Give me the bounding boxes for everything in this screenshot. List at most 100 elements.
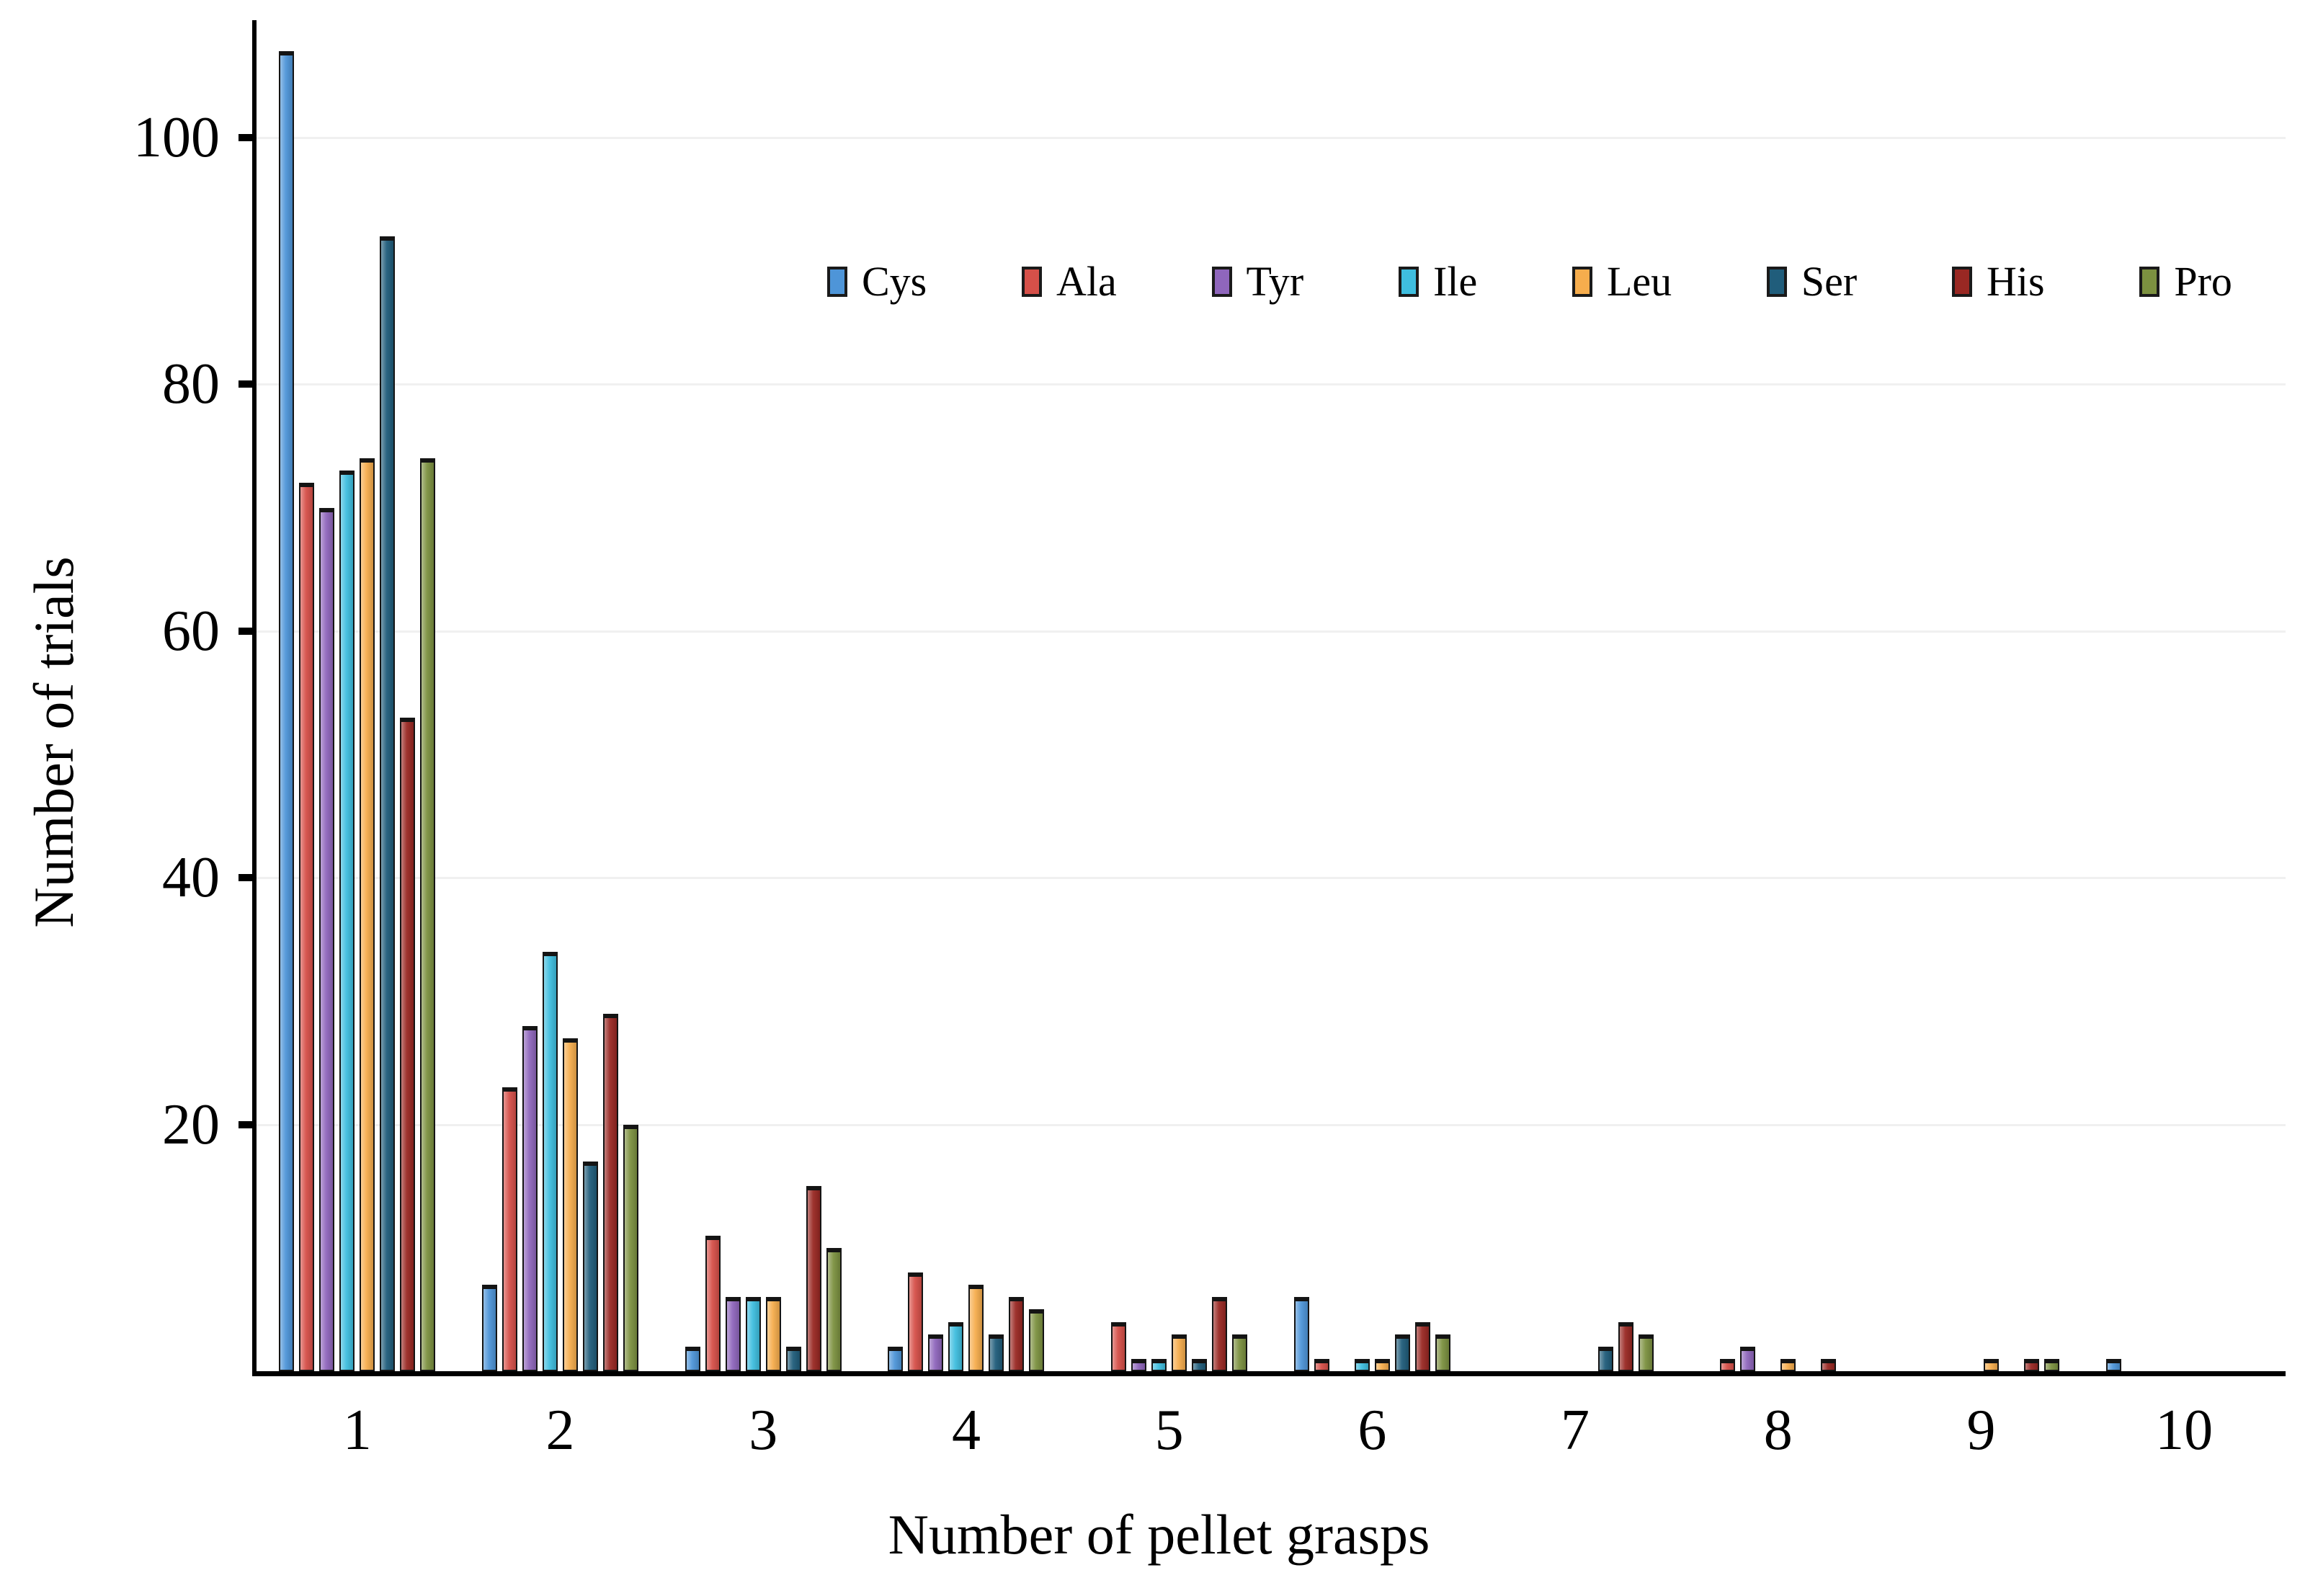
bar-pro-9 (2043, 1358, 2059, 1371)
bar-pro-6 (1435, 1334, 1450, 1371)
bar-ala-5 (1111, 1321, 1127, 1371)
x-tick-label-7: 7 (1561, 1399, 1590, 1462)
y-tick-label-40: 40 (162, 846, 220, 910)
bar-ser-1 (380, 236, 396, 1371)
legend-label: Ser (1801, 258, 1858, 305)
legend-item-ser: Ser (1766, 258, 1858, 305)
gridline-20 (256, 1123, 2286, 1126)
legend: Cys Ala Tyr Ile Leu Ser His Pro (827, 261, 2232, 303)
x-tick-label-9: 9 (1966, 1399, 1996, 1462)
y-axis-tick-60 (239, 627, 254, 635)
legend-swatch-icon (1572, 267, 1592, 297)
bar-ala-6 (1314, 1358, 1329, 1371)
x-axis-line (252, 1371, 2286, 1376)
bar-leu-4 (968, 1285, 984, 1371)
legend-item-his: His (1951, 261, 2045, 303)
bar-ser-5 (1192, 1358, 1208, 1371)
x-tick-label-1: 1 (342, 1399, 372, 1462)
bar-leu-6 (1374, 1358, 1390, 1371)
y-tick-label-60: 60 (162, 599, 220, 663)
x-tick-label-3: 3 (749, 1399, 778, 1462)
bar-his-6 (1414, 1321, 1430, 1371)
bar-his-1 (400, 717, 416, 1371)
bar-tyr-1 (319, 507, 335, 1371)
bar-pro-7 (1638, 1334, 1654, 1371)
bar-his-4 (1009, 1297, 1025, 1371)
bar-ile-4 (948, 1321, 964, 1371)
bar-pro-2 (623, 1124, 639, 1371)
legend-item-cys: Cys (827, 261, 927, 303)
legend-label: Ala (1056, 258, 1117, 305)
x-tick-label-8: 8 (1763, 1399, 1793, 1462)
bar-ser-2 (583, 1161, 599, 1371)
bar-pro-5 (1232, 1334, 1248, 1371)
legend-swatch-icon (1022, 267, 1043, 297)
bar-ala-8 (1720, 1358, 1736, 1371)
bar-ala-4 (908, 1272, 924, 1371)
bar-tyr-8 (1740, 1346, 1756, 1371)
bar-cys-4 (888, 1346, 904, 1371)
x-tick-label-10: 10 (2155, 1399, 2214, 1462)
legend-label: Cys (862, 258, 927, 305)
legend-item-pro: Pro (2139, 261, 2232, 303)
bar-his-5 (1212, 1297, 1228, 1371)
legend-label: Leu (1606, 258, 1672, 305)
bar-leu-3 (765, 1297, 781, 1371)
legend-swatch-icon (1399, 267, 1419, 297)
x-axis-title: Number of pellet grasps (888, 1503, 1430, 1566)
bar-ala-2 (502, 1087, 518, 1371)
bar-his-3 (806, 1186, 821, 1371)
bar-cys-1 (279, 51, 295, 1371)
legend-label: Ile (1433, 258, 1478, 305)
y-axis-tick-40 (239, 874, 254, 882)
bar-pro-4 (1029, 1309, 1045, 1371)
bar-leu-1 (360, 458, 375, 1371)
bar-ile-5 (1151, 1358, 1167, 1371)
gridline-60 (256, 630, 2286, 633)
legend-label: Pro (2174, 258, 2232, 305)
x-tick-label-4: 4 (951, 1399, 981, 1462)
legend-swatch-icon (1951, 267, 1972, 297)
bar-his-9 (2023, 1358, 2039, 1371)
y-tick-label-20: 20 (162, 1092, 220, 1156)
bar-tyr-3 (725, 1297, 741, 1371)
bar-cys-3 (685, 1346, 700, 1371)
bar-ser-4 (989, 1334, 1004, 1371)
bar-tyr-5 (1131, 1358, 1147, 1371)
legend-swatch-icon (1211, 267, 1232, 297)
y-axis-tick-80 (239, 380, 254, 388)
gridline-100 (256, 137, 2286, 139)
x-tick-label-2: 2 (545, 1399, 575, 1462)
bar-leu-5 (1172, 1334, 1187, 1371)
bar-ile-6 (1354, 1358, 1370, 1371)
y-axis-title: Number of trials (22, 556, 85, 928)
bar-ala-1 (299, 483, 315, 1371)
bar-cys-2 (482, 1285, 498, 1371)
bar-ser-7 (1597, 1346, 1613, 1371)
bar-ser-3 (785, 1346, 801, 1371)
legend-label: Tyr (1246, 258, 1304, 305)
legend-item-ala: Ala (1022, 261, 1117, 303)
x-tick-label-6: 6 (1358, 1399, 1387, 1462)
legend-swatch-icon (2139, 267, 2160, 297)
y-axis-tick-100 (239, 134, 254, 141)
bar-pro-3 (826, 1247, 842, 1371)
bar-pro-1 (420, 458, 436, 1371)
bar-his-8 (1821, 1358, 1837, 1371)
bar-cys-6 (1293, 1297, 1309, 1371)
y-axis-tick-20 (239, 1120, 254, 1128)
y-axis-line (252, 20, 257, 1376)
y-tick-label-100: 100 (133, 106, 220, 169)
bar-ser-6 (1394, 1334, 1410, 1371)
bar-cys-10 (2105, 1358, 2121, 1371)
legend-item-tyr: Tyr (1211, 258, 1304, 305)
bar-ile-3 (745, 1297, 761, 1371)
bar-ile-2 (543, 951, 558, 1371)
x-tick-label-5: 5 (1154, 1399, 1184, 1462)
y-tick-label-80: 80 (162, 352, 220, 416)
bar-leu-8 (1780, 1358, 1796, 1371)
gridline-80 (256, 383, 2286, 386)
bar-his-2 (603, 1013, 619, 1371)
bar-tyr-2 (522, 1025, 538, 1371)
